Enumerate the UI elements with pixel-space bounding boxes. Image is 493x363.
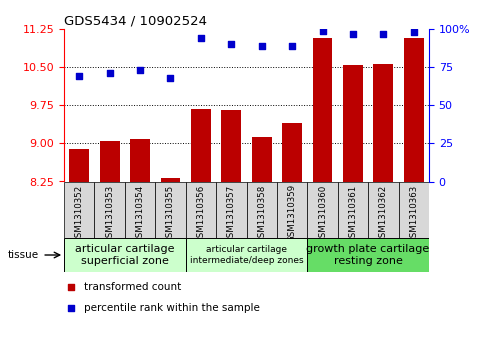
Bar xyxy=(130,139,150,182)
Bar xyxy=(343,65,363,182)
Point xyxy=(197,35,205,41)
Bar xyxy=(191,109,211,182)
Point xyxy=(68,284,75,290)
Bar xyxy=(338,182,368,238)
Point xyxy=(167,75,175,81)
Bar xyxy=(186,238,307,272)
Point xyxy=(349,31,357,37)
Text: GSM1310358: GSM1310358 xyxy=(257,184,266,242)
Bar xyxy=(155,182,186,238)
Text: GSM1310359: GSM1310359 xyxy=(287,184,297,242)
Point xyxy=(106,70,113,76)
Bar xyxy=(313,38,332,182)
Bar xyxy=(221,110,241,182)
Point xyxy=(227,41,235,47)
Bar xyxy=(64,238,186,272)
Bar xyxy=(125,182,155,238)
Bar xyxy=(307,182,338,238)
Point xyxy=(68,305,75,311)
Bar xyxy=(282,123,302,182)
Point xyxy=(288,43,296,49)
Text: GSM1310361: GSM1310361 xyxy=(349,184,357,242)
Bar xyxy=(95,182,125,238)
Text: GSM1310354: GSM1310354 xyxy=(136,184,144,242)
Text: GSM1310357: GSM1310357 xyxy=(227,184,236,242)
Text: GSM1310356: GSM1310356 xyxy=(196,184,206,242)
Bar xyxy=(64,182,95,238)
Bar xyxy=(252,137,272,182)
Bar xyxy=(373,64,393,182)
Point xyxy=(258,43,266,49)
Bar xyxy=(277,182,307,238)
Bar xyxy=(398,182,429,238)
Bar xyxy=(404,38,423,182)
Bar xyxy=(70,150,89,182)
Bar xyxy=(186,182,216,238)
Point xyxy=(136,67,144,73)
Point xyxy=(380,31,387,37)
Text: GSM1310360: GSM1310360 xyxy=(318,184,327,242)
Bar xyxy=(368,182,398,238)
Bar xyxy=(246,182,277,238)
Text: GSM1310362: GSM1310362 xyxy=(379,184,388,242)
Text: articular cartilage
intermediate/deep zones: articular cartilage intermediate/deep zo… xyxy=(190,245,303,265)
Text: percentile rank within the sample: percentile rank within the sample xyxy=(84,303,260,313)
Text: GSM1310352: GSM1310352 xyxy=(75,184,84,242)
Bar xyxy=(161,178,180,182)
Point xyxy=(410,29,418,35)
Bar xyxy=(307,238,429,272)
Text: GSM1310363: GSM1310363 xyxy=(409,184,418,242)
Bar xyxy=(216,182,246,238)
Text: GSM1310355: GSM1310355 xyxy=(166,184,175,242)
Text: tissue: tissue xyxy=(7,250,38,260)
Text: transformed count: transformed count xyxy=(84,282,181,292)
Point xyxy=(75,73,83,79)
Text: GDS5434 / 10902524: GDS5434 / 10902524 xyxy=(64,15,207,28)
Text: GSM1310353: GSM1310353 xyxy=(105,184,114,242)
Bar xyxy=(100,141,120,182)
Text: articular cartilage
superficial zone: articular cartilage superficial zone xyxy=(75,244,175,266)
Text: growth plate cartilage
resting zone: growth plate cartilage resting zone xyxy=(307,244,430,266)
Point xyxy=(318,28,326,33)
